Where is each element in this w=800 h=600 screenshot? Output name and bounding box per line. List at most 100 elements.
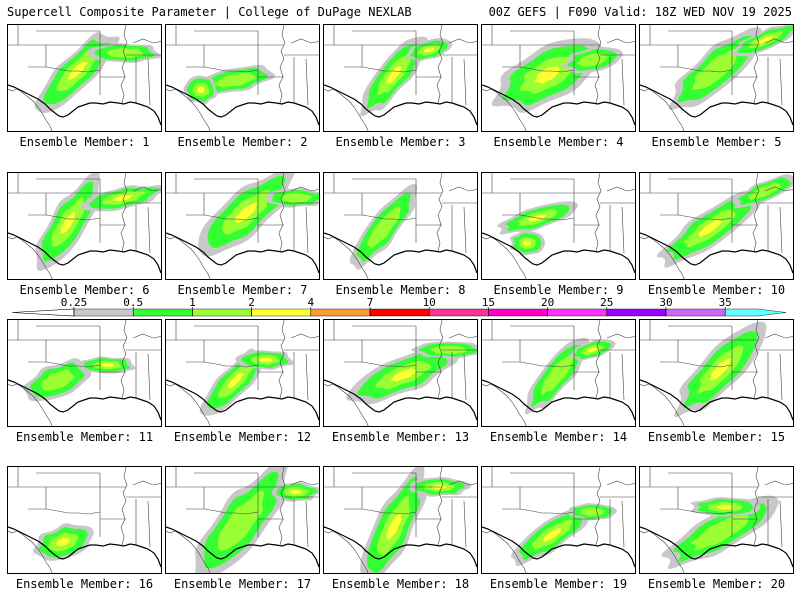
state-border-line [132, 38, 161, 44]
state-border-line [436, 467, 444, 546]
state-border-line [640, 530, 685, 573]
ensemble-member-map [323, 319, 478, 427]
scp-field-map [324, 467, 477, 573]
scp-contour-fill [709, 358, 731, 381]
state-border-line [482, 236, 527, 279]
state-border-line [606, 333, 635, 339]
ensemble-member-map [481, 319, 636, 427]
ensemble-member-label: Ensemble Member: 8 [335, 283, 466, 297]
state-border-line [519, 66, 575, 73]
scale-tick-label: 35 [719, 296, 732, 309]
state-border-line [482, 88, 527, 131]
ensemble-member-map [7, 319, 162, 427]
state-border-line [45, 361, 101, 368]
state-border-line [305, 353, 309, 401]
scp-contour-fill [106, 48, 144, 58]
coastline [8, 526, 161, 568]
state-border-line [324, 88, 369, 131]
state-border-line [519, 361, 575, 368]
state-border-line [621, 500, 625, 548]
coastline [640, 526, 793, 568]
scp-field-map [8, 173, 161, 279]
state-border-line [436, 25, 444, 104]
scp-field-map [324, 173, 477, 279]
scp-contour-fill [56, 537, 71, 547]
state-border-line [166, 530, 211, 573]
state-border-line [120, 173, 128, 252]
state-border-line [344, 487, 363, 510]
state-border-line [640, 383, 685, 426]
state-border-line [660, 193, 679, 216]
scp-contour-fill [235, 202, 258, 223]
state-border-line [344, 45, 363, 68]
coastline [640, 232, 793, 274]
ensemble-member-map [639, 172, 794, 280]
state-border-line [290, 38, 319, 44]
scp-field-map [8, 467, 161, 573]
state-border-line [278, 467, 286, 546]
scale-color-segment [429, 308, 489, 317]
state-border-line [463, 353, 467, 401]
scp-contour-fill [580, 507, 605, 517]
state-border-line [677, 214, 733, 221]
coastline [482, 526, 635, 568]
scp-field-map [8, 25, 161, 131]
coastline [640, 84, 793, 126]
ensemble-member-label: Ensemble Member: 4 [493, 135, 624, 149]
state-border-line [502, 487, 521, 510]
state-border-line [660, 45, 679, 68]
scp-contour-fill [757, 36, 774, 44]
state-border-line [203, 361, 259, 368]
scp-field-map [324, 25, 477, 131]
state-border-line [519, 214, 575, 221]
state-border-line [257, 473, 284, 488]
scp-field-map [482, 25, 635, 131]
state-border-line [305, 58, 309, 106]
ensemble-member-map [165, 319, 320, 427]
scale-color-segment [251, 308, 312, 317]
state-border-line [764, 480, 793, 486]
state-border-line [415, 31, 442, 46]
state-border-line [436, 173, 444, 252]
coastline [324, 379, 477, 421]
state-border-line [305, 500, 309, 548]
ensemble-member-label: Ensemble Member: 5 [651, 135, 782, 149]
scale-underflow-triangle [11, 308, 75, 317]
coastline [640, 379, 793, 421]
state-border-line [731, 326, 758, 341]
state-border-line [147, 353, 151, 401]
state-border-line [99, 31, 126, 46]
ensemble-member-map [323, 466, 478, 574]
state-border-line [28, 487, 47, 510]
coastline [324, 526, 477, 568]
state-border-line [99, 473, 126, 488]
state-border-line [621, 206, 625, 254]
state-border-line [361, 508, 417, 515]
scale-color-segment [369, 308, 430, 317]
coastline [324, 232, 477, 274]
scp-contour-fill [290, 489, 303, 495]
state-border-line [448, 333, 477, 339]
state-border-line [573, 473, 600, 488]
scp-field-map [166, 25, 319, 131]
scp-contour-fill [576, 53, 609, 67]
scp-contour-fill [101, 363, 115, 367]
state-border-line [448, 38, 477, 44]
state-border-line [99, 179, 126, 194]
state-border-line [594, 320, 602, 399]
state-border-line [463, 58, 467, 106]
ensemble-member-label: Ensemble Member: 11 [15, 430, 154, 444]
state-border-line [731, 179, 758, 194]
ensemble-member-label: Ensemble Member: 12 [173, 430, 312, 444]
state-border-line [203, 66, 259, 73]
state-border-line [677, 508, 733, 515]
state-border-line [166, 383, 211, 426]
state-border-line [324, 236, 369, 279]
scp-contour-fill [390, 368, 417, 382]
scp-contour-fill [227, 372, 244, 389]
state-border-line [573, 31, 600, 46]
coastline [482, 379, 635, 421]
state-border-line [752, 173, 760, 252]
state-border-line [594, 25, 602, 104]
ensemble-member-label: Ensemble Member: 1 [19, 135, 150, 149]
